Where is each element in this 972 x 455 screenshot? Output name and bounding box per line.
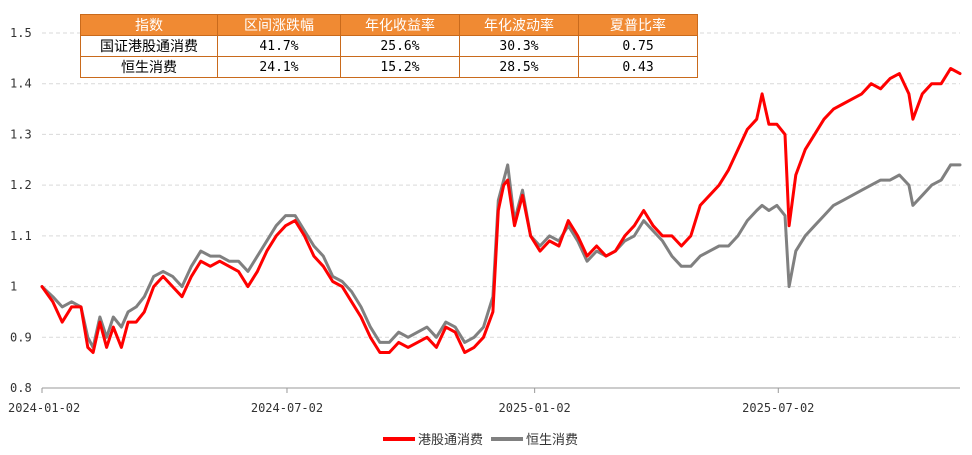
header-index: 指数 (80, 14, 218, 36)
series-line-hk-connect-consumer (40, 67, 962, 354)
header-annual-volatility: 年化波动率 (459, 14, 579, 36)
x-axis-ticks: 2024-01-02 2024-07-02 2025-01-02 2025-07-02 (8, 388, 814, 415)
y-tick-label: 1.4 (10, 77, 32, 91)
cell-annual-return: 15.2% (340, 56, 460, 78)
gridlines (42, 32, 960, 389)
cell-index-name: 恒生消费 (80, 56, 218, 78)
series-line-hang-seng-consumer (40, 163, 962, 349)
legend-label: 恒生消费 (526, 433, 578, 448)
header-period-return: 区间涨跌幅 (217, 14, 341, 36)
y-tick-label: 1 (10, 280, 17, 294)
table-row: 国证港股通消费 41.7% 25.6% 30.3% 0.75 (80, 35, 698, 57)
y-tick-label: 1.2 (10, 178, 32, 192)
header-annual-return: 年化收益率 (340, 14, 460, 36)
cell-sharpe-ratio: 0.43 (578, 56, 698, 78)
cell-annual-volatility: 30.3% (459, 35, 579, 57)
x-tick-label: 2025-01-02 (499, 401, 571, 415)
cell-annual-return: 25.6% (340, 35, 460, 57)
y-tick-label: 1.3 (10, 127, 32, 141)
header-sharpe-ratio: 夏普比率 (578, 14, 698, 36)
cell-annual-volatility: 28.5% (459, 56, 579, 78)
cell-period-return: 41.7% (217, 35, 341, 57)
y-tick-label: 0.9 (10, 330, 32, 344)
cell-index-name: 国证港股通消费 (80, 35, 218, 57)
legend-label: 港股通消费 (418, 433, 483, 448)
x-tick-label: 2025-07-02 (742, 401, 814, 415)
series-lines (40, 67, 962, 354)
y-tick-label: 1.5 (10, 26, 32, 40)
cell-period-return: 24.1% (217, 56, 341, 78)
legend: 港股通消费 恒生消费 (383, 433, 578, 448)
stats-table: 指数 区间涨跌幅 年化收益率 年化波动率 夏普比率 国证港股通消费 41.7% … (80, 14, 698, 78)
y-tick-label: 1.1 (10, 229, 32, 243)
table-header-row: 指数 区间涨跌幅 年化收益率 年化波动率 夏普比率 (80, 14, 698, 36)
table-row: 恒生消费 24.1% 15.2% 28.5% 0.43 (80, 56, 698, 78)
x-tick-label: 2024-07-02 (251, 401, 323, 415)
y-tick-label: 0.8 (10, 381, 32, 395)
x-tick-label: 2024-01-02 (8, 401, 80, 415)
cell-sharpe-ratio: 0.75 (578, 35, 698, 57)
y-axis-ticks: 0.8 0.9 1 1.1 1.2 1.3 1.4 1.5 (10, 26, 32, 395)
